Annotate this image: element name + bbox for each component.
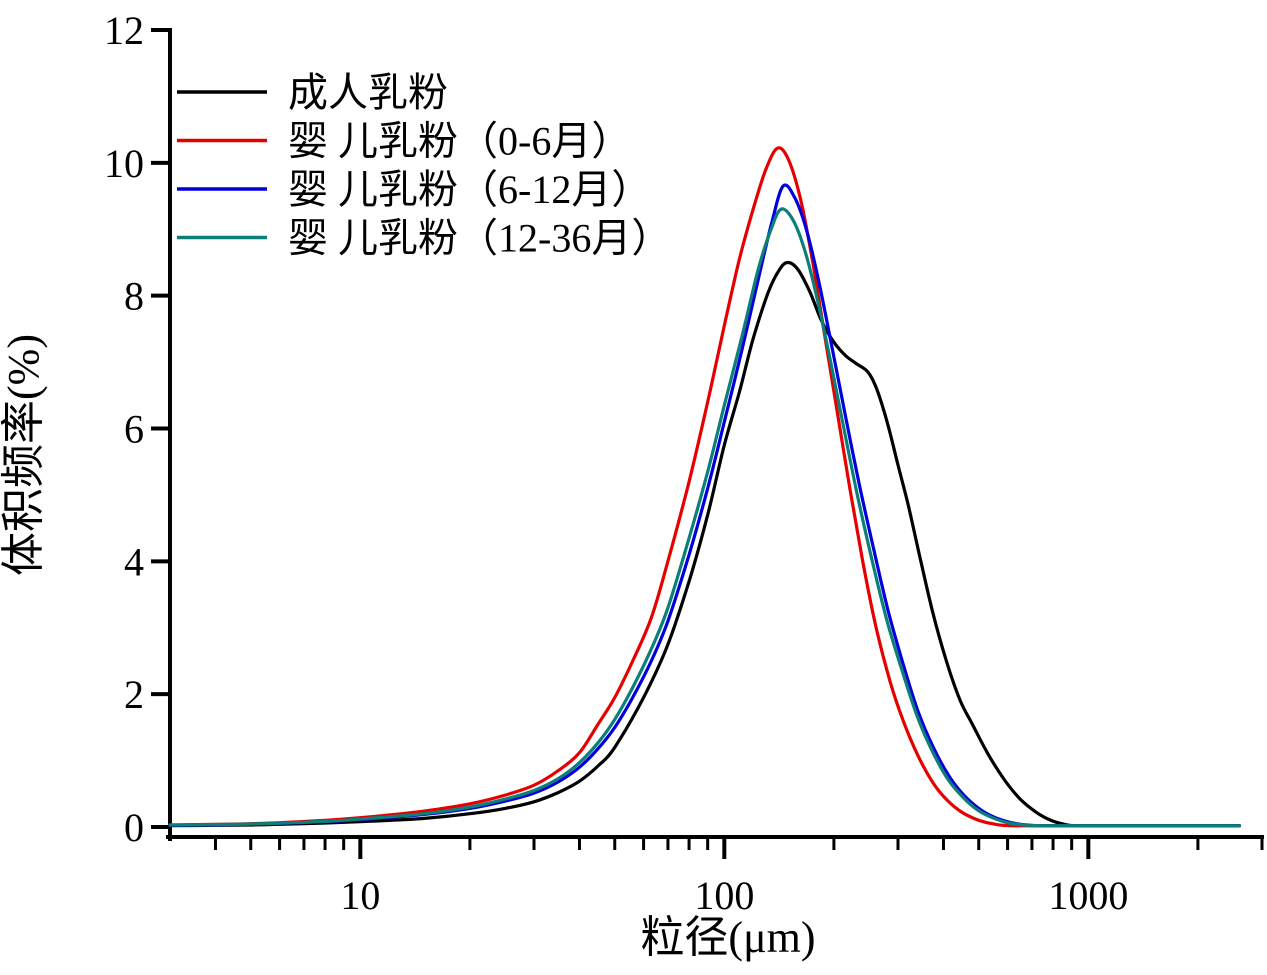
y-tick-label: 0 (124, 805, 144, 850)
legend-label: 婴 儿乳粉（0-6月） (288, 119, 631, 164)
series-line-4 (168, 207, 1241, 828)
x-axis-title: 粒径(μm) (640, 913, 815, 962)
y-axis-tick-labels: 0 2 4 6 8 10 12 (104, 8, 144, 850)
series-line-2 (168, 146, 1241, 828)
x-tick-label: 10 (340, 873, 380, 918)
legend-label: 婴 儿乳粉（6-12月） (288, 167, 651, 212)
y-axis-ticks (151, 28, 170, 829)
y-tick-label: 8 (124, 274, 144, 319)
series-lines (168, 146, 1241, 828)
x-tick-label: 1000 (1048, 873, 1128, 918)
series-line-1 (168, 260, 1241, 828)
y-tick-label: 10 (104, 141, 144, 186)
y-tick-label: 2 (124, 672, 144, 717)
legend-label: 成人乳粉 (288, 70, 448, 115)
y-axis-title: 体积频率(%) (0, 334, 48, 576)
legend-label: 婴 儿乳粉（12-36月） (288, 216, 671, 261)
series-line-3 (168, 183, 1241, 828)
x-tick-label: 100 (694, 873, 754, 918)
y-tick-label: 6 (124, 407, 144, 452)
x-axis-ticks (213, 837, 1264, 859)
y-tick-label: 4 (124, 539, 144, 584)
x-axis-tick-labels: 10 100 1000 (340, 873, 1128, 918)
y-tick-label: 12 (104, 8, 144, 53)
